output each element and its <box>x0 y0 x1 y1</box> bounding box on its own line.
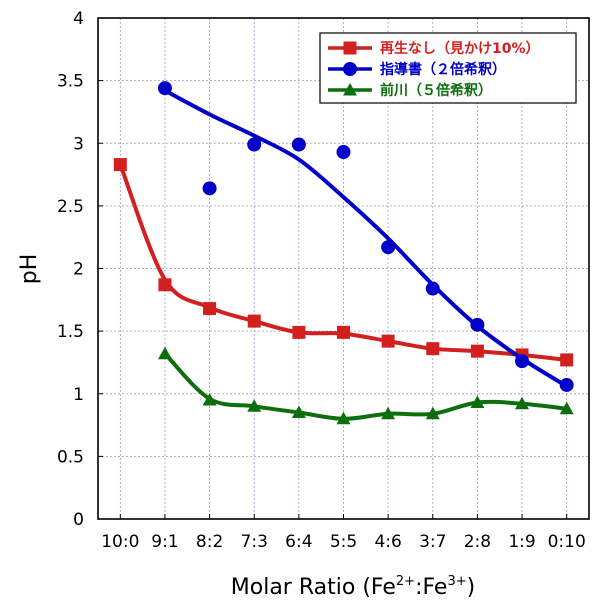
series-3-line <box>163 351 569 421</box>
series-2-line <box>163 88 569 389</box>
series-layer <box>113 81 574 425</box>
series-3-point <box>291 405 306 418</box>
x-tick-label: 7:3 <box>241 532 268 552</box>
legend-label-1: 再生なし（見かけ10%） <box>380 40 540 57</box>
x-tick-label: 1:9 <box>508 532 535 552</box>
y-tick-label: 3.5 <box>57 72 84 92</box>
series-2-point <box>291 137 306 152</box>
legend-marker-2 <box>343 62 357 76</box>
series-3-point <box>381 406 396 420</box>
series-1-point <box>158 278 172 292</box>
x-tick-label: 6:4 <box>285 532 312 552</box>
x-tick-label: 3:7 <box>419 532 446 552</box>
series-2-point <box>559 377 574 392</box>
series-1 <box>113 158 574 367</box>
series-3-point <box>158 346 172 360</box>
x-tick-label: 0:10 <box>548 532 586 552</box>
x-axis-title-superscript-2: 3+ <box>447 574 466 589</box>
series-1-point <box>203 302 217 316</box>
series-3-point <box>559 401 574 415</box>
x-axis-title-superscript-1: 2+ <box>396 574 415 589</box>
x-tick-label: 8:2 <box>196 532 223 552</box>
series-1-point <box>337 325 350 339</box>
series-2 <box>157 81 574 392</box>
legend-marker-1 <box>343 41 357 55</box>
series-3-point <box>202 393 217 406</box>
series-2-point <box>381 240 396 255</box>
series-2-point <box>336 145 351 160</box>
series-3-point <box>470 395 485 408</box>
y-tick-label: 1.5 <box>57 322 84 342</box>
series-3-point <box>247 399 262 412</box>
series-2-point <box>425 281 440 296</box>
axis-ticks: 0 0.5 1 1.5 2 2.5 3 3.5 4 10:0 9:1 8:2 7:3 6:4 5:5 4:6 3… <box>57 9 586 552</box>
series-1-point <box>113 158 127 172</box>
y-axis-title: pH <box>17 254 42 285</box>
series-3-point <box>336 411 351 425</box>
series-3 <box>158 346 574 425</box>
series-1-point <box>470 344 484 358</box>
x-axis-title-part-1: Molar Ratio (Fe <box>231 575 396 600</box>
series-2-point <box>470 317 485 332</box>
series-2-point <box>247 137 262 152</box>
x-axis-title-part-3: ) <box>467 575 476 600</box>
series-1-point <box>426 342 440 356</box>
y-tick-label: 0.5 <box>57 447 84 467</box>
y-tick-label: 2.5 <box>57 197 84 217</box>
series-2-point <box>202 181 217 196</box>
y-tick-label: 0 <box>73 510 84 530</box>
legend-label-2: 指導書（２倍希釈） <box>380 61 506 78</box>
x-tick-label: 5:5 <box>330 532 357 552</box>
x-axis-title: Molar Ratio (Fe2+:Fe3+) <box>231 574 475 600</box>
legend-marker-3 <box>343 83 357 96</box>
legend: 再生なし（見かけ10%） 指導書（２倍希釈） 前川（５倍希釈） <box>319 32 577 104</box>
x-tick-label: 4:6 <box>374 532 401 552</box>
y-tick-label: 1 <box>73 385 84 405</box>
series-1-point <box>381 334 395 348</box>
y-tick-label: 3 <box>73 134 84 154</box>
series-1-point <box>560 353 574 367</box>
series-2-point <box>515 354 530 369</box>
series-1-point <box>247 314 261 328</box>
series-3-point <box>515 396 529 410</box>
x-tick-label: 2:8 <box>464 532 491 552</box>
x-axis-title-part-2: :Fe <box>415 575 447 600</box>
series-1-point <box>292 325 306 339</box>
series-3-point <box>425 406 440 420</box>
x-tick-label: 9:1 <box>151 532 178 552</box>
y-tick-label: 4 <box>73 9 84 29</box>
x-tick-label: 10:0 <box>101 532 139 552</box>
y-tick-label: 2 <box>73 260 84 280</box>
legend-label-3: 前川（５倍希釈） <box>380 82 492 99</box>
series-2-point <box>157 81 172 96</box>
